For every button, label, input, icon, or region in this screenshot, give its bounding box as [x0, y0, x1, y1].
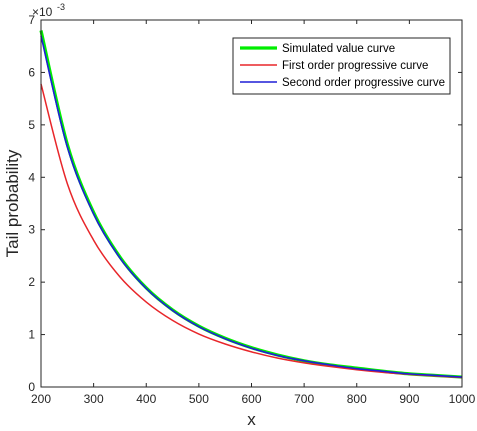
second-order-progressive-curve: [40, 35, 463, 378]
ticks-layer: 200 300 400 500 600 700 800 900 1000 0 1 2 3 4 5 6 7: [28, 13, 475, 406]
y-tick-label: 2: [28, 275, 35, 289]
y-tick-label: 0: [28, 380, 35, 394]
y-tick-label: 6: [28, 65, 35, 79]
y-tick-label: 5: [28, 118, 35, 132]
x-axis-label: x: [247, 410, 256, 429]
x-tick-label: 500: [189, 392, 209, 406]
first-order-progressive-curve: [40, 83, 463, 379]
x-tick-label: 600: [241, 392, 261, 406]
legend-label: Simulated value curve: [282, 43, 395, 55]
x-tick-label: 200: [31, 392, 51, 406]
series-layer: [39, 30, 463, 379]
y-axis-multiplier: ×10 -3: [32, 2, 65, 19]
legend-label: Second order progressive curve: [282, 77, 445, 89]
x-tick-label: 1000: [449, 392, 476, 406]
y-axis-multiplier-base: ×10: [32, 5, 53, 19]
legend: Simulated value curve First order progres…: [232, 37, 451, 95]
x-tick-label: 400: [136, 392, 156, 406]
y-axis-multiplier-exponent: -3: [57, 2, 65, 12]
y-axis-label: Tail probability: [3, 149, 22, 257]
y-tick-label: 3: [28, 223, 35, 237]
y-tick-label: 7: [28, 13, 35, 27]
y-tick-label: 1: [28, 328, 35, 342]
y-tick-label: 4: [28, 170, 35, 184]
legend-label: First order progressive curve: [282, 60, 428, 72]
x-tick-label: 800: [347, 392, 367, 406]
x-tick-label: 900: [399, 392, 419, 406]
x-tick-label: 700: [294, 392, 314, 406]
x-tick-label: 300: [84, 392, 104, 406]
